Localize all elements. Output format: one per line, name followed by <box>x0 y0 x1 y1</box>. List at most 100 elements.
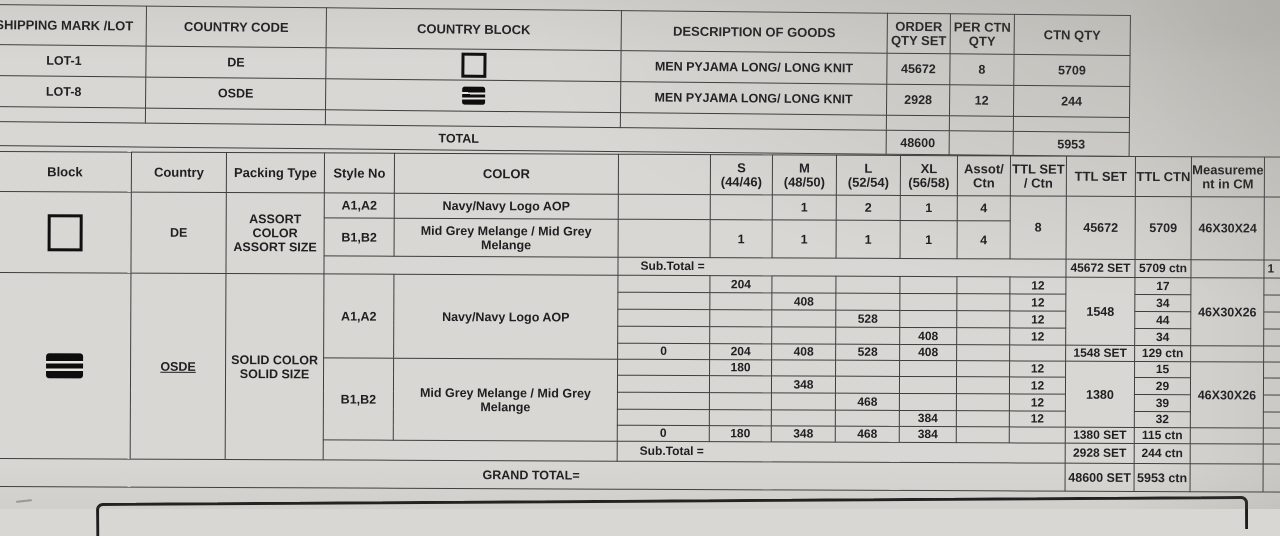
edge-cell <box>1263 412 1280 429</box>
color-cell: Mid Grey Melange / Mid Grey Melange <box>393 358 618 442</box>
header-measurement-line1: Measureme <box>1192 161 1264 178</box>
qty-l <box>835 276 900 294</box>
empty-cell <box>323 439 618 462</box>
edge-cell <box>1263 312 1280 330</box>
qty-m <box>771 359 836 377</box>
sub-col-cell <box>617 392 710 410</box>
qty-m: 1 <box>772 194 837 221</box>
table2-header-row: Block Country Packing Type Style No COLO… <box>0 151 1280 198</box>
de-ttl-ctn: 5709 <box>1135 196 1192 260</box>
assot-ctn <box>956 393 1010 411</box>
header-per-ctn-line2: QTY <box>968 32 996 49</box>
country-code-cell: OSDE <box>145 77 326 110</box>
color-cell: Mid Grey Melange / Mid Grey Melange <box>394 218 619 258</box>
sum-xl: 408 <box>899 344 957 361</box>
assot-ctn <box>956 310 1010 328</box>
qty-xl <box>899 393 957 411</box>
qty-m <box>771 326 836 345</box>
sub-col-cell <box>618 219 711 258</box>
grand-total-row: GRAND TOTAL= 48600 SET 5953 ctn <box>0 458 1280 493</box>
sum-l: 468 <box>835 426 900 443</box>
packing-detail-table: Block Country Packing Type Style No COLO… <box>0 151 1280 493</box>
empty-cell <box>1190 345 1264 363</box>
per-ctn-cell: 12 <box>949 84 1014 117</box>
osde-a-measurement: 46X30X26 <box>1190 277 1264 347</box>
empty-cell <box>1190 443 1264 465</box>
sum-zero: 0 <box>617 343 710 360</box>
de-subtotal-set: 45672 SET <box>1065 259 1136 278</box>
edge-cell <box>1263 278 1280 296</box>
ttl-set-ctn: 12 <box>1009 327 1066 346</box>
qty-s: 1 <box>710 219 773 258</box>
shipping-mark-summary-table: SHIPPING MARK /LOT COUNTRY CODE COUNTRY … <box>0 4 1131 157</box>
empty-cell <box>1190 427 1264 445</box>
de-measurement: 46X30X24 <box>1191 196 1265 261</box>
sub-col-cell <box>617 326 710 344</box>
qty-l: 1 <box>836 220 901 259</box>
edge-cell <box>1263 444 1280 465</box>
qty-s <box>709 409 772 426</box>
qty-l: 528 <box>835 310 900 328</box>
assot-ctn <box>956 276 1010 294</box>
qty-xl: 408 <box>899 327 957 345</box>
country-code-cell: DE <box>145 46 327 79</box>
empty-cell <box>949 115 1014 132</box>
assot-ctn <box>956 426 1010 443</box>
qty-xl <box>899 360 957 377</box>
square-outline-icon <box>47 213 83 251</box>
qty-m <box>771 392 836 411</box>
edge-cell <box>1263 362 1280 379</box>
qty-s <box>709 392 772 410</box>
sum-l: 528 <box>835 344 900 361</box>
sum-ttl-set: 1380 SET <box>1065 427 1135 444</box>
header-ctn-qty: CTN QTY <box>1014 14 1131 56</box>
de-packing-line1: ASSORT <box>249 212 302 227</box>
ttl-set-ctn: 12 <box>1009 310 1066 329</box>
qty-l <box>835 376 900 394</box>
qty-xl: 1 <box>900 195 958 221</box>
sub-col-cell <box>617 309 710 327</box>
edge-cell <box>1263 346 1280 363</box>
empty-cell <box>1013 116 1130 133</box>
sum-m: 408 <box>771 343 836 361</box>
header-style-no: Style No <box>324 152 395 194</box>
ttl-set-ctn <box>1009 344 1066 362</box>
osde-b-ttl-set: 1380 <box>1065 361 1135 428</box>
header-size-m-line2: (48/50) <box>783 173 826 190</box>
qty-l: 468 <box>835 393 900 411</box>
header-size-l: L (52/54) <box>836 155 901 196</box>
header-order-qty: ORDER QTY SET <box>887 13 951 54</box>
osde-subtotal-set: 2928 SET <box>1065 443 1135 464</box>
header-size-m-line1: M <box>798 159 810 176</box>
de-subtotal-ctn: 5709 ctn <box>1134 259 1192 278</box>
de-block-cell <box>0 191 132 274</box>
edge-cell <box>1263 464 1280 493</box>
header-size-l-line1: L <box>864 160 873 176</box>
de-ttl-set-ctn: 8 <box>1010 195 1067 260</box>
assot-ctn <box>956 376 1010 394</box>
assot-ctn <box>956 360 1010 377</box>
striped-box-icon <box>461 86 485 105</box>
header-shipping-mark: SHIPPING MARK /LOT <box>0 4 147 47</box>
header-size-s-line1: S <box>737 159 746 175</box>
edge-cell <box>1263 378 1280 396</box>
qty-s: 204 <box>709 275 772 293</box>
sub-col-cell <box>617 375 710 393</box>
sum-m: 348 <box>771 425 836 443</box>
qty-m: 1 <box>772 219 837 259</box>
osde-a-ttl-set: 1548 <box>1065 277 1135 346</box>
order-qty-cell: 45672 <box>886 53 951 85</box>
qty-m <box>771 409 836 427</box>
header-ttl-set: TTL SET <box>1066 156 1136 197</box>
qty-m: 348 <box>771 375 836 394</box>
header-assot-ctn: Assot/ Ctn <box>957 155 1011 196</box>
osde-packing-line1: SOLID COLOR <box>231 352 319 367</box>
qty-l <box>835 410 900 427</box>
ttl-ctn: 29 <box>1134 377 1191 395</box>
osde-packing-line2: SOLID SIZE <box>239 366 310 381</box>
color-cell: Navy/Navy Logo AOP <box>393 274 618 360</box>
qty-s <box>710 194 773 220</box>
qty-s <box>709 309 772 327</box>
ttl-ctn: 15 <box>1134 361 1191 378</box>
